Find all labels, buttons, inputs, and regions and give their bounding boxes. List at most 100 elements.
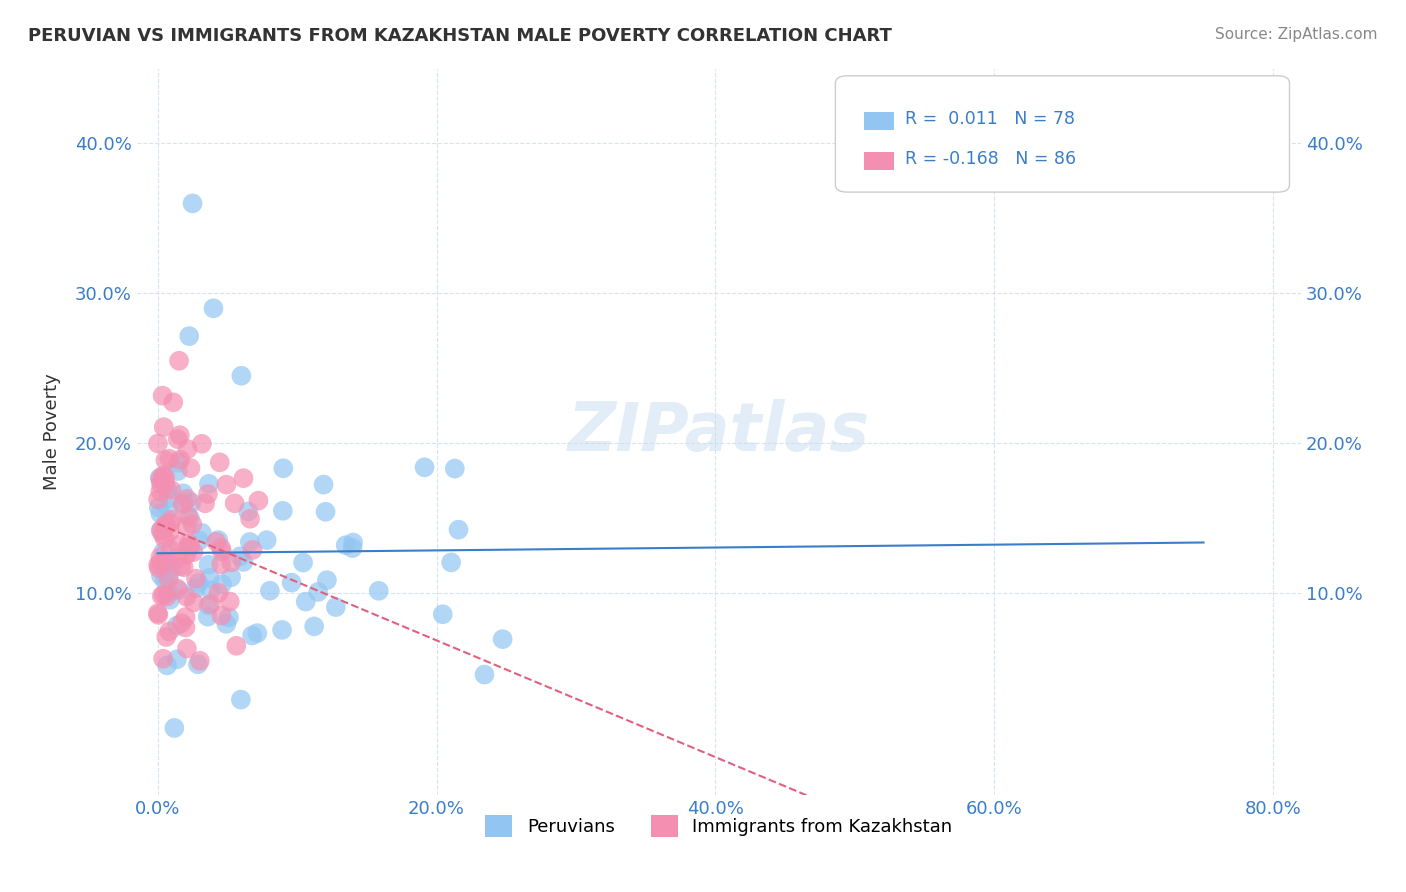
Peruvians — [184, 582, 207, 596]
Immigrants from Kazakhstan — [194, 496, 217, 510]
Peruvians — [232, 555, 254, 569]
Immigrants from Kazakhstan — [152, 588, 174, 602]
Peruvians — [197, 599, 219, 613]
Peruvians — [447, 523, 470, 537]
Peruvians — [149, 507, 172, 521]
Immigrants from Kazakhstan — [148, 607, 170, 622]
Immigrants from Kazakhstan — [167, 353, 190, 368]
Peruvians — [198, 571, 221, 585]
Peruvians — [325, 600, 347, 615]
Peruvians — [280, 575, 302, 590]
Peruvians — [312, 477, 335, 491]
Immigrants from Kazakhstan — [174, 620, 197, 634]
Peruvians — [271, 461, 294, 475]
Peruvians — [474, 667, 496, 681]
Peruvians — [179, 329, 201, 343]
Immigrants from Kazakhstan — [174, 610, 197, 624]
Immigrants from Kazakhstan — [160, 513, 183, 527]
Immigrants from Kazakhstan — [172, 497, 194, 511]
Peruvians — [240, 628, 263, 642]
Immigrants from Kazakhstan — [152, 651, 174, 665]
Peruvians — [167, 583, 190, 598]
Immigrants from Kazakhstan — [149, 472, 172, 486]
Immigrants from Kazakhstan — [152, 468, 174, 483]
Immigrants from Kazakhstan — [166, 432, 188, 446]
Peruvians — [218, 610, 240, 624]
Immigrants from Kazakhstan — [232, 471, 254, 485]
Immigrants from Kazakhstan — [247, 493, 270, 508]
Immigrants from Kazakhstan — [160, 483, 183, 497]
Peruvians — [166, 652, 188, 666]
Peruvians — [440, 556, 463, 570]
Peruvians — [179, 511, 201, 525]
Immigrants from Kazakhstan — [176, 520, 198, 534]
Peruvians — [150, 523, 173, 537]
Peruvians — [443, 461, 465, 475]
Immigrants from Kazakhstan — [173, 560, 195, 574]
Immigrants from Kazakhstan — [166, 582, 188, 596]
Immigrants from Kazakhstan — [149, 484, 172, 499]
Peruvians — [239, 535, 262, 549]
Immigrants from Kazakhstan — [155, 470, 177, 484]
FancyBboxPatch shape — [865, 153, 894, 170]
Legend: Peruvians, Immigrants from Kazakhstan: Peruvians, Immigrants from Kazakhstan — [478, 808, 960, 845]
Immigrants from Kazakhstan — [179, 537, 201, 551]
FancyBboxPatch shape — [835, 76, 1289, 192]
Peruvians — [432, 607, 454, 622]
Peruvians — [215, 616, 238, 631]
Peruvians — [172, 486, 194, 500]
Immigrants from Kazakhstan — [166, 551, 188, 566]
Peruvians — [302, 619, 325, 633]
Immigrants from Kazakhstan — [218, 594, 240, 608]
Peruvians — [231, 368, 253, 383]
Immigrants from Kazakhstan — [152, 389, 174, 403]
Peruvians — [152, 545, 174, 559]
Peruvians — [246, 626, 269, 640]
Peruvians — [187, 657, 209, 672]
Immigrants from Kazakhstan — [159, 524, 181, 539]
Immigrants from Kazakhstan — [183, 595, 205, 609]
Peruvians — [153, 574, 176, 588]
Immigrants from Kazakhstan — [170, 559, 193, 574]
Immigrants from Kazakhstan — [157, 572, 180, 586]
Peruvians — [342, 535, 364, 549]
Immigrants from Kazakhstan — [176, 590, 198, 604]
Peruvians — [167, 456, 190, 470]
Peruvians — [157, 567, 180, 582]
Immigrants from Kazakhstan — [157, 555, 180, 569]
Peruvians — [156, 658, 179, 673]
Peruvians — [155, 561, 177, 575]
Immigrants from Kazakhstan — [169, 428, 191, 442]
Immigrants from Kazakhstan — [149, 550, 172, 565]
Peruvians — [197, 609, 219, 624]
Peruvians — [163, 721, 186, 735]
Immigrants from Kazakhstan — [169, 452, 191, 467]
Immigrants from Kazakhstan — [156, 590, 179, 604]
Immigrants from Kazakhstan — [225, 639, 247, 653]
Immigrants from Kazakhstan — [211, 608, 233, 623]
Immigrants from Kazakhstan — [207, 586, 229, 600]
Peruvians — [188, 533, 211, 548]
Immigrants from Kazakhstan — [188, 654, 211, 668]
Peruvians — [197, 558, 219, 572]
Peruvians — [157, 503, 180, 517]
Peruvians — [160, 562, 183, 576]
Immigrants from Kazakhstan — [177, 508, 200, 523]
Peruvians — [315, 573, 337, 587]
Text: R = -0.168   N = 86: R = -0.168 N = 86 — [905, 151, 1077, 169]
Immigrants from Kazakhstan — [176, 641, 198, 656]
Immigrants from Kazakhstan — [146, 606, 169, 620]
Immigrants from Kazakhstan — [150, 477, 173, 491]
Peruvians — [191, 525, 214, 540]
Immigrants from Kazakhstan — [219, 555, 242, 569]
Immigrants from Kazakhstan — [157, 624, 180, 639]
Immigrants from Kazakhstan — [209, 541, 232, 555]
Peruvians — [271, 504, 294, 518]
Immigrants from Kazakhstan — [200, 597, 222, 611]
Peruvians — [256, 533, 278, 548]
Immigrants from Kazakhstan — [155, 517, 177, 532]
Peruvians — [229, 692, 252, 706]
Peruvians — [166, 618, 188, 632]
Peruvians — [198, 476, 221, 491]
Immigrants from Kazakhstan — [197, 487, 219, 501]
